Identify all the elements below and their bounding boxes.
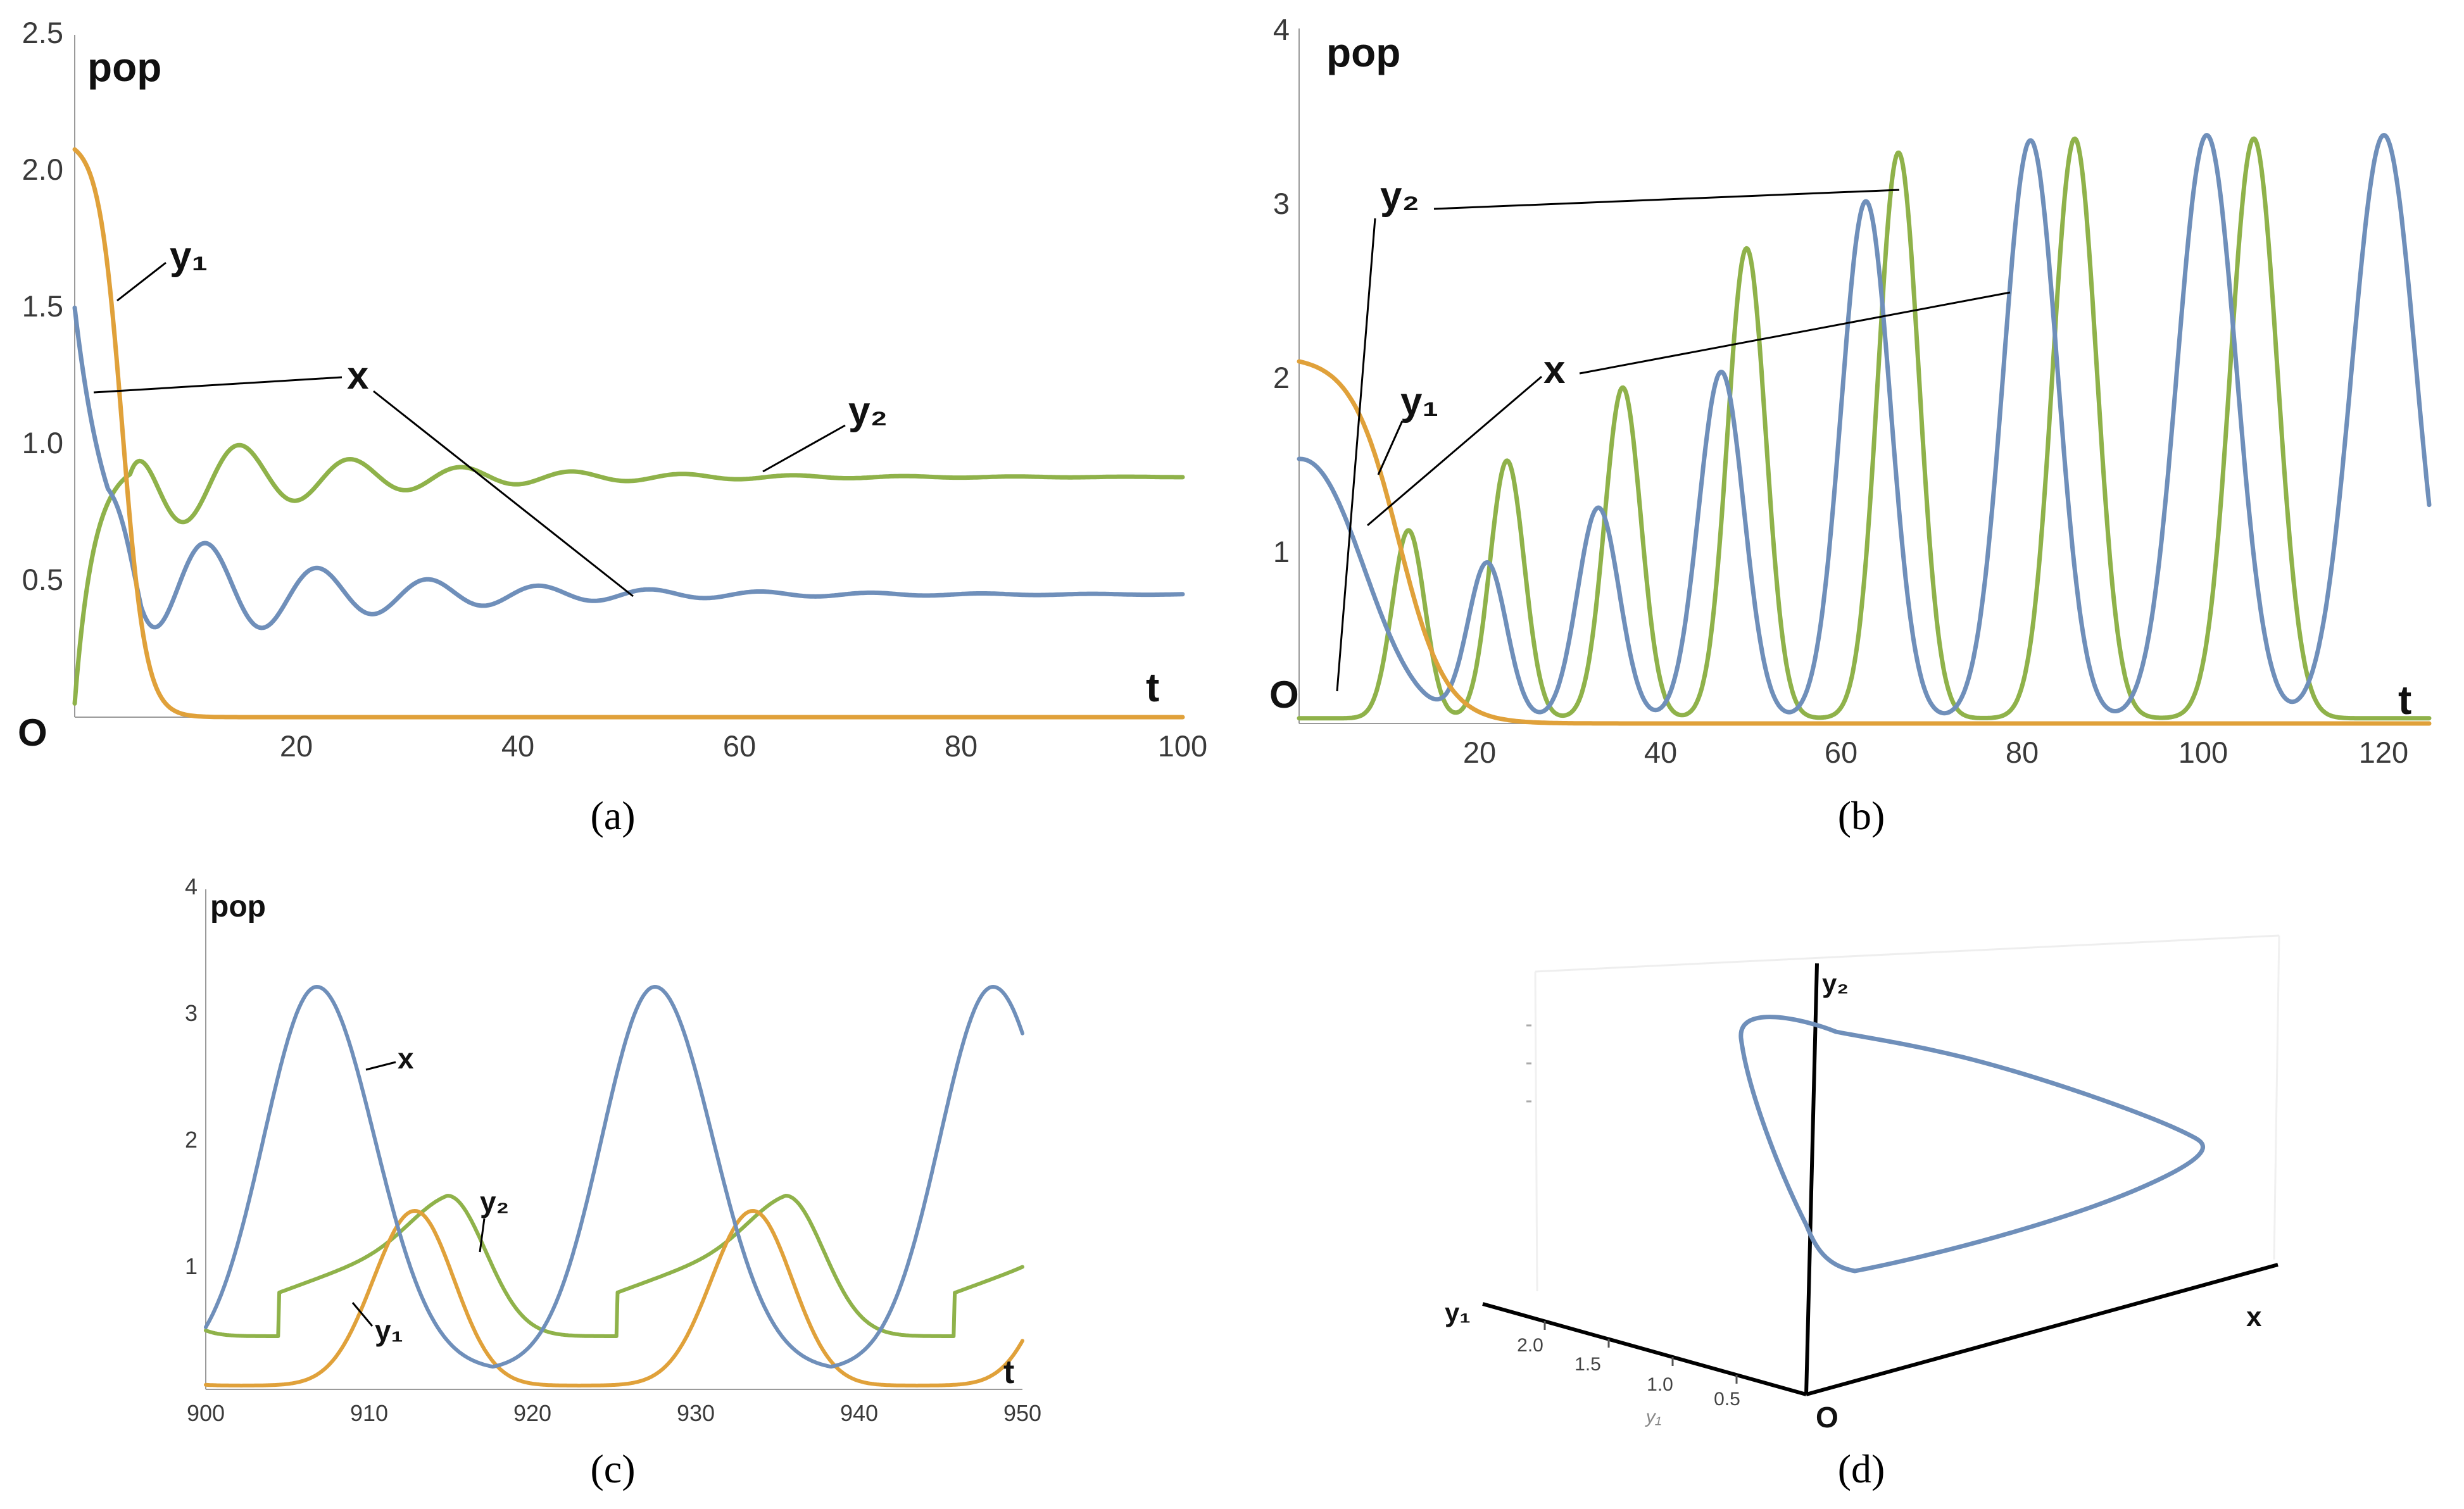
panel-a-y1-leader [116,261,167,302]
panel-c-xlabel: t [1003,1354,1014,1391]
panel-a-y1-curve [72,147,1185,720]
panel-a-ytick: 1.0 [22,426,63,460]
panel-a-ytick: 2.0 [22,153,63,186]
panel-d-box-edge [1535,934,2280,973]
panel-c-xtick: 940 [840,1400,878,1426]
panel-b-xtick: 40 [1644,736,1677,769]
panel-c-ytick: 4 [185,873,198,899]
panel-b-xtick: 60 [1825,736,1857,769]
panel-b-y2-leader [1336,218,1376,692]
panel-d-y1-ticklabel: 1.0 [1647,1374,1673,1395]
panel-a-ytick: 0.5 [22,563,63,596]
panel-c-ytick: 1 [185,1253,198,1279]
panel-b-x-leader [1579,291,2011,375]
panel-b-xlabel: t [2398,677,2411,723]
panel-c-ylabel: pop [210,890,266,924]
panel-c-y1-label: y₁ [375,1314,403,1347]
panel-c-xtick: 900 [187,1400,225,1426]
panel-b: 1 2 3 4 20 40 60 80 100 120 pop t O y₂ y… [1269,13,2432,838]
panel-a-x-leader [373,390,634,598]
panel-c-x-curve [204,985,1024,1369]
panel-d: 2.0 1.5 1.0 0.5 y₁ y₂ x y₁ O (d) [1445,934,2280,1491]
panel-b-xtick: 20 [1463,736,1496,769]
panel-c-x-leader [365,1061,396,1071]
panel-d-y1-label: y₁ [1445,1298,1471,1327]
panel-d-origin: O [1816,1401,1839,1434]
panel-d-x-axis [1806,1263,2279,1396]
panel-b-x-curve [1297,133,2432,716]
panel-d-y2-axis [1804,963,1819,1395]
panel-b-xtick: 120 [2359,736,2408,769]
panel-c-y1-leader [351,1302,374,1327]
panel-a-xtick: 40 [501,729,534,763]
panel-a: 0.5 1.0 1.5 2.0 2.5 20 40 60 80 100 pop … [18,16,1207,838]
panel-b-xtick: 80 [2006,736,2039,769]
panel-d-y1-axis-caption: y₁ [1645,1406,1661,1427]
panel-c-caption: (c) [590,1446,635,1491]
panel-b-ytick: 4 [1273,13,1290,46]
panel-a-y2-label: y₂ [848,389,888,433]
panel-c: 1 2 3 4 900 910 920 930 940 950 pop t x … [185,873,1041,1491]
panel-d-y1-ticklabel: 1.5 [1575,1354,1601,1375]
panel-a-ytick: 2.5 [22,16,63,49]
panel-a-xtick: 20 [280,729,313,763]
panel-a-xtick: 60 [723,729,756,763]
panel-c-y1-curve [204,1209,1024,1387]
panel-a-ylabel: pop [87,44,161,90]
panel-c-xtick: 910 [350,1400,388,1426]
panel-b-x-label: x [1543,348,1566,392]
panel-a-ytick: 1.5 [22,289,63,323]
panel-a-xlabel: t [1146,665,1159,710]
panel-d-caption: (d) [1838,1446,1885,1491]
panel-c-xtick: 930 [677,1400,715,1426]
panel-d-y1-axis [1482,1302,1807,1396]
panel-c-xtick: 920 [513,1400,551,1426]
panel-d-limit-cycle [1738,1015,2205,1274]
panel-c-x-label: x [398,1042,414,1075]
panel-b-xtick: 100 [2178,736,2228,769]
panel-b-y2-leader [1433,189,1900,210]
panel-c-y2-curve [204,1194,1024,1338]
panel-a-x-leader [93,376,343,394]
panel-b-origin: O [1269,673,1299,716]
panel-b-y1-curve [1297,359,2432,726]
panel-a-y1-label: y₁ [170,234,208,278]
panel-a-origin: O [18,711,47,754]
panel-b-ytick: 3 [1273,187,1290,220]
panel-a-x-label: x [347,354,369,398]
panel-a-caption: (a) [590,793,635,838]
panel-a-y2-leader [762,424,846,473]
panel-b-y2-curve [1297,136,2432,721]
panel-d-box-edge [1534,971,1538,1292]
panel-c-y2-leader [479,1218,486,1253]
panel-c-xtick: 950 [1003,1400,1041,1426]
panel-a-y2-curve [72,442,1185,706]
panel-a-x-curve [72,305,1185,630]
panel-b-ytick: 1 [1273,535,1290,568]
panel-b-y1-leader [1377,420,1404,475]
panel-b-ytick: 2 [1273,361,1290,394]
panel-d-y1-ticklabel: 2.0 [1517,1335,1543,1356]
panel-b-ylabel: pop [1326,30,1400,75]
panel-d-box-edge [2273,935,2280,1260]
panel-c-y2-label: y₂ [480,1186,509,1218]
panel-d-y2-label: y₂ [1822,968,1849,998]
panel-c-ytick: 2 [185,1127,198,1153]
panel-d-y1-ticklabel: 0.5 [1714,1389,1740,1410]
panel-c-ytick: 3 [185,1000,198,1026]
panel-a-xtick: 100 [1158,729,1207,763]
panel-b-y2-label: y₂ [1380,174,1419,218]
panel-a-xtick: 80 [945,729,977,763]
panel-d-x-label: x [2246,1301,2262,1332]
panel-b-y1-label: y₁ [1400,380,1438,423]
panel-b-caption: (b) [1838,793,1885,838]
panel-b-x-leader [1367,375,1542,527]
